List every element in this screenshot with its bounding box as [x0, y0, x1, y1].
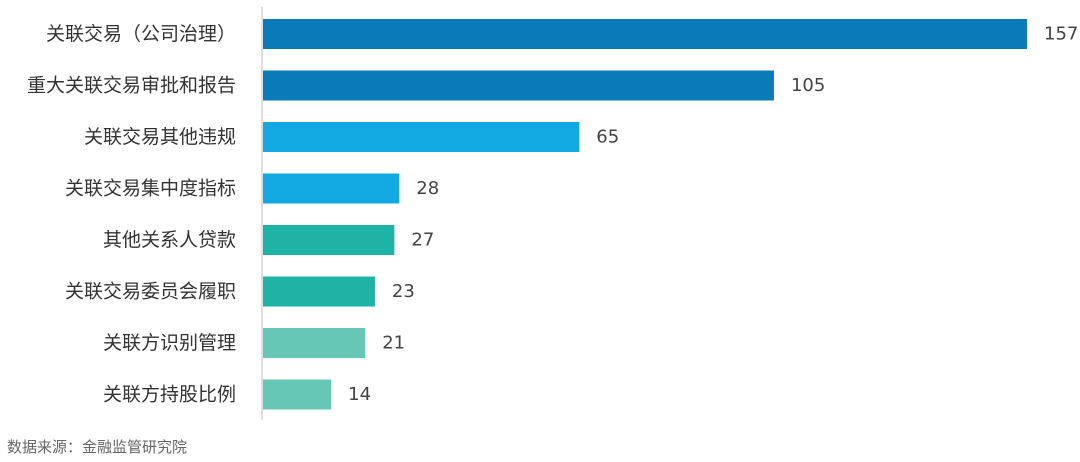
value-label: 21: [382, 333, 405, 354]
value-label: 157: [1044, 24, 1078, 45]
value-label: 28: [416, 178, 439, 199]
category-label: 关联交易其他违规: [84, 126, 236, 148]
bar: [263, 276, 375, 307]
category-label: 重大关联交易审批和报告: [27, 75, 236, 97]
value-label: 65: [596, 127, 619, 148]
source-note: 数据来源：金融监管研究院: [7, 438, 188, 456]
value-label: 14: [348, 384, 371, 405]
category-label: 关联交易集中度指标: [65, 178, 236, 200]
bar: [263, 122, 580, 152]
category-label: 关联交易委员会履职: [65, 281, 236, 303]
bar: [263, 225, 395, 255]
value-label: 27: [411, 230, 434, 251]
category-label: 其他关系人贷款: [103, 229, 236, 251]
value-label: 23: [392, 281, 415, 302]
bar: [263, 173, 400, 204]
bar: [263, 379, 332, 410]
bar: [263, 19, 1027, 49]
value-label: 105: [791, 75, 825, 96]
bar: [263, 70, 774, 101]
category-label: 关联方持股比例: [103, 384, 236, 406]
category-label: 关联交易（公司治理）: [46, 23, 236, 45]
category-label: 关联方识别管理: [103, 332, 236, 354]
bar: [263, 328, 366, 358]
